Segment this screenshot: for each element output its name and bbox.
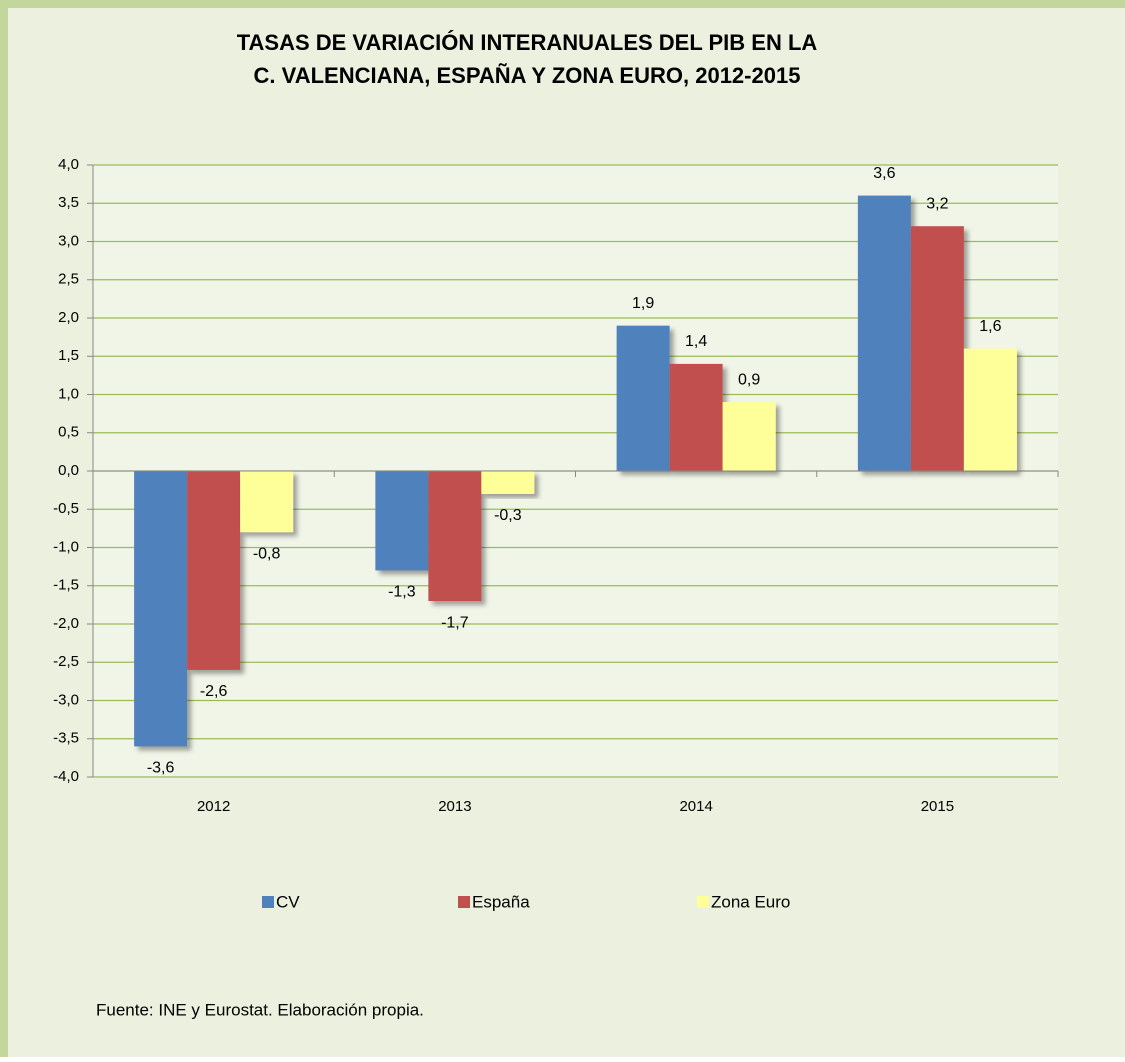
y-tick-label: 2,5: [58, 271, 79, 288]
legend-swatch: [262, 896, 274, 908]
y-tick-label: -2,5: [53, 653, 79, 670]
data-label: 0,9: [738, 371, 760, 388]
y-tick-label: 0,5: [58, 424, 79, 441]
legend-label: CV: [276, 892, 300, 911]
legend-label: Zona Euro: [711, 892, 790, 911]
legend-swatch: [458, 896, 470, 908]
bar: [187, 471, 241, 670]
legend-label: España: [472, 892, 530, 911]
y-tick-label: -1,0: [53, 538, 79, 555]
bar: [910, 226, 964, 471]
bar: [481, 471, 535, 494]
chart-title: TASAS DE VARIACIÓN INTERANUALES DEL PIB …: [237, 30, 818, 55]
y-tick-label: -0,5: [53, 500, 79, 517]
bar: [857, 195, 911, 471]
y-tick-label: 1,5: [58, 347, 79, 364]
bar: [669, 363, 723, 471]
data-label: 3,6: [873, 165, 895, 182]
y-tick-label: 2,0: [58, 309, 79, 326]
chart-title: C. VALENCIANA, ESPAÑA Y ZONA EURO, 2012-…: [254, 63, 801, 88]
data-label: -2,6: [200, 683, 228, 700]
x-tick-label: 2014: [679, 798, 712, 815]
data-label: -1,3: [388, 584, 416, 601]
bar: [722, 402, 776, 471]
legend-swatch: [697, 896, 709, 908]
source-note: Fuente: INE y Eurostat. Elaboración prop…: [96, 1000, 424, 1019]
bar: [134, 471, 188, 747]
data-label: 1,4: [685, 333, 707, 350]
bar: [616, 325, 670, 471]
bar: [240, 471, 294, 533]
y-tick-label: -3,5: [53, 730, 79, 747]
data-label: 1,6: [979, 318, 1001, 335]
y-tick-label: 3,5: [58, 194, 79, 211]
y-tick-label: -3,0: [53, 691, 79, 708]
data-label: -1,7: [441, 614, 469, 631]
bar: [375, 471, 429, 571]
y-tick-label: 4,0: [58, 156, 79, 173]
y-tick-label: -1,5: [53, 577, 79, 594]
bar: [428, 471, 482, 602]
y-tick-label: 0,0: [58, 462, 79, 479]
data-label: 3,2: [926, 195, 948, 212]
x-tick-label: 2015: [921, 798, 954, 815]
data-label: -0,8: [253, 545, 281, 562]
data-label: -0,3: [494, 507, 522, 524]
x-tick-label: 2012: [197, 798, 230, 815]
y-tick-label: 3,0: [58, 232, 79, 249]
y-tick-label: 1,0: [58, 385, 79, 402]
x-tick-label: 2013: [438, 798, 471, 815]
bar: [963, 348, 1017, 471]
data-label: -3,6: [147, 760, 175, 777]
y-tick-label: -4,0: [53, 768, 79, 785]
data-label: 1,9: [632, 295, 654, 312]
y-tick-label: -2,0: [53, 615, 79, 632]
